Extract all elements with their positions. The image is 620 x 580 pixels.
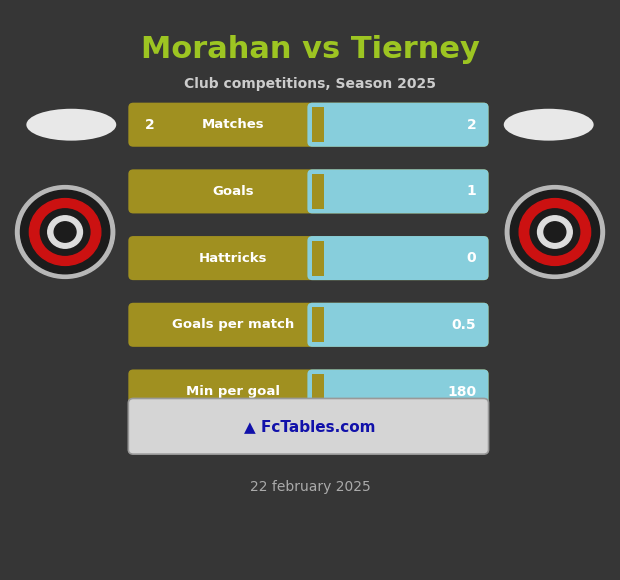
Bar <box>312 374 324 409</box>
Text: 0: 0 <box>466 251 476 265</box>
Text: Goals per match: Goals per match <box>172 318 294 331</box>
Text: 1: 1 <box>466 184 476 198</box>
FancyBboxPatch shape <box>128 236 489 280</box>
Circle shape <box>54 222 76 242</box>
Text: Goals: Goals <box>213 185 254 198</box>
Bar <box>316 174 484 209</box>
Text: Min per goal: Min per goal <box>187 385 280 398</box>
Bar <box>312 107 324 142</box>
FancyBboxPatch shape <box>308 236 489 280</box>
Text: 180: 180 <box>447 385 476 398</box>
Text: Matches: Matches <box>202 118 265 131</box>
Circle shape <box>538 216 572 248</box>
FancyBboxPatch shape <box>128 369 489 414</box>
Circle shape <box>530 209 580 255</box>
Bar <box>316 107 484 142</box>
Circle shape <box>29 198 101 266</box>
FancyBboxPatch shape <box>308 369 489 414</box>
FancyBboxPatch shape <box>308 103 489 147</box>
Circle shape <box>505 186 604 278</box>
Text: ▲ FcTables.com: ▲ FcTables.com <box>244 419 376 434</box>
Text: 2: 2 <box>466 118 476 132</box>
Bar <box>312 174 324 209</box>
Bar <box>316 374 484 409</box>
Ellipse shape <box>26 109 117 141</box>
Bar <box>316 307 484 342</box>
FancyBboxPatch shape <box>128 398 489 454</box>
Text: Morahan vs Tierney: Morahan vs Tierney <box>141 35 479 64</box>
Text: 22 february 2025: 22 february 2025 <box>250 480 370 494</box>
Circle shape <box>544 222 566 242</box>
Circle shape <box>519 198 591 266</box>
Text: 0.5: 0.5 <box>451 318 476 332</box>
Bar <box>312 307 324 342</box>
Circle shape <box>16 186 115 278</box>
Ellipse shape <box>504 109 594 141</box>
Text: Club competitions, Season 2025: Club competitions, Season 2025 <box>184 77 436 91</box>
Text: Hattricks: Hattricks <box>199 252 268 264</box>
FancyBboxPatch shape <box>128 303 489 347</box>
FancyBboxPatch shape <box>308 169 489 213</box>
FancyBboxPatch shape <box>128 169 489 213</box>
Circle shape <box>20 190 110 274</box>
Circle shape <box>510 190 600 274</box>
FancyBboxPatch shape <box>308 303 489 347</box>
Circle shape <box>40 209 90 255</box>
Circle shape <box>48 216 82 248</box>
Text: 2: 2 <box>144 118 154 132</box>
Bar <box>316 241 484 276</box>
Bar <box>312 241 324 276</box>
FancyBboxPatch shape <box>128 103 489 147</box>
